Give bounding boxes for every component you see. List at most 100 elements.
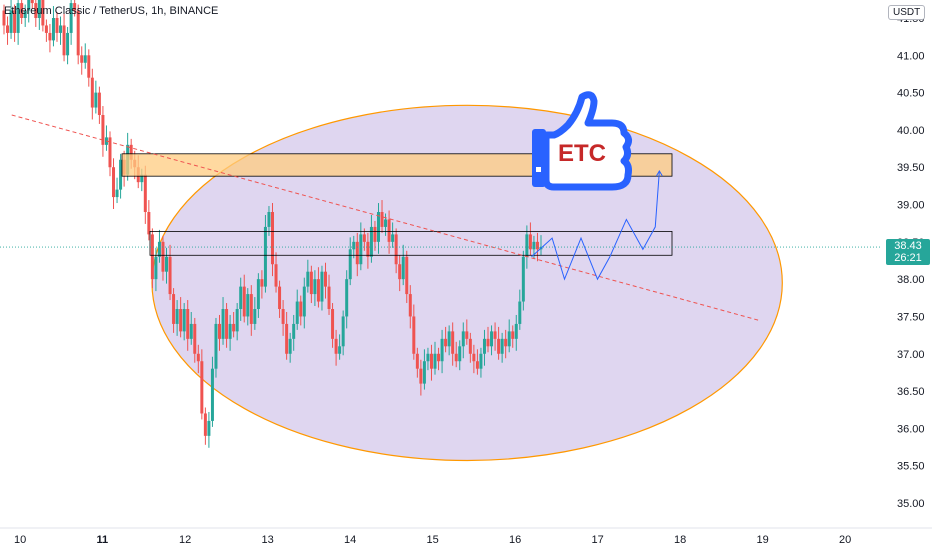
currency-unit-badge[interactable]: USDT bbox=[888, 5, 926, 20]
etc-badge-text: ETC bbox=[558, 140, 606, 167]
candle-body bbox=[447, 331, 451, 347]
candle-body bbox=[232, 323, 236, 332]
candle-body bbox=[334, 338, 338, 354]
candle-body bbox=[518, 301, 522, 324]
x-tick-label: 16 bbox=[509, 534, 521, 546]
candle-body bbox=[387, 219, 391, 242]
candle-body bbox=[422, 361, 426, 384]
candle-body bbox=[260, 279, 264, 287]
y-tick-label: 40.50 bbox=[897, 88, 925, 100]
candle-body bbox=[6, 25, 10, 33]
y-tick-label: 36.50 bbox=[897, 386, 925, 398]
candle-body bbox=[196, 353, 200, 362]
candle-body bbox=[482, 338, 486, 354]
candle-body bbox=[465, 331, 469, 339]
candle-body bbox=[147, 212, 151, 235]
candle-body bbox=[23, 10, 27, 18]
candle-body bbox=[373, 226, 377, 242]
candle-body bbox=[37, 0, 41, 18]
candle-body bbox=[468, 338, 472, 354]
candle-body bbox=[288, 338, 292, 354]
chart-title: Ethereum Classic / TetherUS, 1h, BINANCE bbox=[4, 5, 219, 17]
projection-arrowhead bbox=[655, 169, 663, 177]
candle-body bbox=[295, 301, 299, 324]
candle-body bbox=[189, 323, 193, 339]
candle-body bbox=[90, 77, 94, 108]
candle-body bbox=[398, 264, 402, 280]
candle-body bbox=[203, 413, 207, 436]
candle-body bbox=[352, 241, 356, 250]
candle-body bbox=[362, 234, 366, 242]
candle-body bbox=[316, 279, 320, 302]
thumb-up-icon bbox=[542, 91, 633, 191]
candle-body bbox=[69, 3, 73, 33]
candle-body bbox=[115, 189, 119, 198]
y-tick-label: 35.00 bbox=[897, 498, 925, 510]
candle-body bbox=[490, 331, 494, 347]
candle-body bbox=[246, 294, 250, 317]
candle-body bbox=[313, 279, 317, 295]
candle-body bbox=[535, 241, 539, 250]
candle-body bbox=[475, 361, 479, 369]
candle-body bbox=[119, 159, 123, 190]
candle-body bbox=[521, 256, 525, 302]
y-tick-label: 41.00 bbox=[897, 50, 925, 62]
candle-body bbox=[359, 234, 363, 265]
y-tick-label: 39.50 bbox=[897, 162, 925, 174]
y-tick-label: 40.00 bbox=[897, 125, 925, 137]
candle-body bbox=[486, 338, 490, 347]
candle-body bbox=[83, 55, 87, 63]
candle-body bbox=[271, 212, 274, 265]
candle-body bbox=[242, 286, 246, 317]
x-tick-label: 15 bbox=[427, 534, 439, 546]
candle-body bbox=[73, 3, 77, 11]
candle-body bbox=[94, 92, 98, 108]
candle-body bbox=[355, 241, 359, 265]
candle-body bbox=[415, 353, 419, 369]
line-layer bbox=[0, 114, 882, 321]
bar-countdown: 26:21 bbox=[894, 252, 922, 264]
candle-body bbox=[108, 137, 112, 168]
candle-body bbox=[394, 234, 398, 265]
candle-body bbox=[186, 309, 190, 339]
x-tick-label: 20 bbox=[839, 534, 851, 546]
candle-body bbox=[48, 32, 52, 41]
last-price-value: 38.43 bbox=[894, 240, 922, 252]
candle-body bbox=[129, 144, 133, 160]
descending-trendline bbox=[11, 114, 759, 321]
candle-body bbox=[306, 271, 310, 287]
candle-body bbox=[101, 115, 105, 145]
candle-body bbox=[263, 226, 267, 287]
candle-body bbox=[345, 279, 349, 317]
candle-body bbox=[504, 338, 508, 347]
candle-body bbox=[168, 256, 172, 295]
x-tick-label: 14 bbox=[344, 534, 356, 546]
candle-body bbox=[408, 294, 412, 317]
candle-body bbox=[267, 212, 271, 227]
x-tick-label: 12 bbox=[179, 534, 191, 546]
time-axis: 10 11 12 13 14 15 16 17 18 19 20 bbox=[0, 527, 932, 550]
candle-body bbox=[182, 309, 186, 332]
candle-body bbox=[55, 18, 59, 33]
y-tick-label: 38.00 bbox=[897, 274, 925, 286]
candle-body bbox=[454, 353, 458, 362]
candle-body bbox=[323, 271, 327, 287]
candle-body bbox=[461, 331, 465, 347]
candle-body bbox=[41, 0, 45, 26]
candle-body bbox=[161, 241, 165, 272]
candle-body bbox=[157, 241, 161, 257]
candle-body bbox=[210, 368, 214, 421]
y-tick-label: 37.50 bbox=[897, 311, 925, 323]
last-price-label: 38.43 26:21 bbox=[886, 239, 930, 265]
y-tick-label: 37.00 bbox=[897, 349, 925, 361]
candle-body bbox=[62, 25, 66, 56]
candle-body bbox=[532, 241, 536, 250]
x-tick-label: 18 bbox=[674, 534, 686, 546]
candle-body bbox=[253, 309, 257, 324]
candle-body bbox=[384, 219, 388, 227]
supply-zone-lower bbox=[149, 230, 673, 256]
candle-body bbox=[97, 92, 101, 115]
candle-body bbox=[493, 331, 497, 339]
candle-body bbox=[87, 55, 91, 78]
